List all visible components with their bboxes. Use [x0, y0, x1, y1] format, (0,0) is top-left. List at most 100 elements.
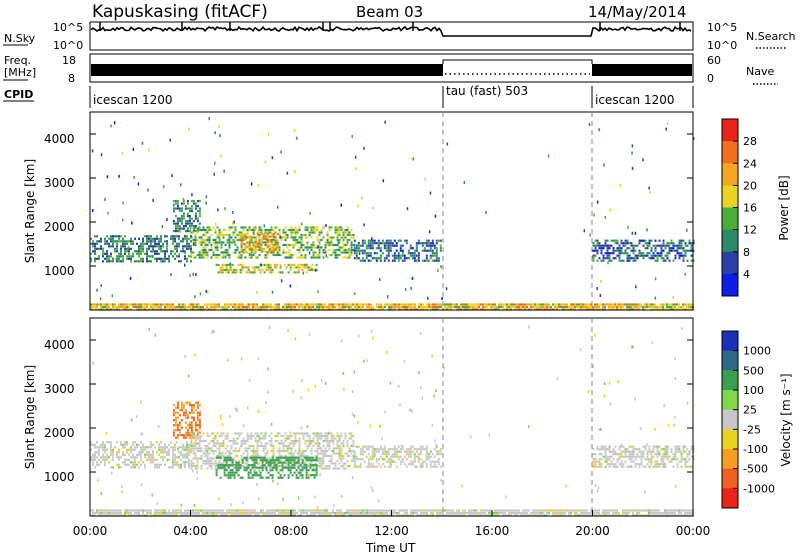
vel-cells-cell-1040	[340, 449, 343, 453]
vel-cells-cell-2192	[358, 509, 360, 512]
power-cells-cell-128	[130, 260, 132, 263]
power-cells-cell-2123	[432, 305, 434, 309]
vel-cells-cell-1492	[411, 445, 414, 448]
vel-cells-cell-83	[120, 443, 122, 446]
power-cells-cell-1274	[385, 254, 388, 257]
power-cells-cell-1288	[389, 249, 392, 252]
power-cells-cell-1321	[403, 254, 406, 257]
power-cells-cell-1806	[194, 303, 196, 306]
vel-cells-cell-2269	[414, 509, 416, 512]
power-cells-cell-1398	[435, 252, 438, 255]
power-cells-cell-2163	[462, 305, 464, 309]
vel-cells-cell-1474	[403, 463, 406, 466]
power-cells-cell-1271	[385, 244, 388, 247]
vel-cells-cell-1893	[136, 511, 138, 515]
vel-cells-cell-1464	[399, 450, 402, 453]
power-cells-speck-198	[233, 220, 235, 224]
power-cells-cell-1533	[640, 239, 643, 242]
power-cells-cell-1133	[254, 243, 257, 246]
vel-cells-cell-1778	[672, 455, 675, 458]
vel-cells-cell-25	[98, 448, 100, 451]
frequency-panel-frame	[89, 53, 694, 83]
vel-cells-cell-169	[150, 443, 152, 446]
vel-cells-cell-1110	[225, 461, 228, 464]
vel-cells-cell-1325	[307, 469, 310, 472]
power-cells-cell-904	[330, 253, 333, 257]
vel-cells-cell-481	[206, 434, 209, 438]
power-cells-cell-308	[190, 255, 192, 258]
vel-cells-cell-1155	[243, 456, 246, 459]
power-cells-cell-1116	[244, 250, 247, 253]
power-cells-cell-474	[206, 238, 209, 242]
vel-cells-cell-1638	[620, 450, 623, 453]
power-cells-cell-2085	[404, 305, 406, 309]
power-cells-cell-2435	[660, 305, 662, 309]
power-cells-cell-2424	[652, 303, 654, 306]
power-cells-cell-965	[346, 248, 349, 252]
vel-cells-cell-1664	[630, 445, 633, 448]
vel-cells-cell-1338	[313, 464, 316, 467]
power-cells-cell-942	[342, 233, 345, 237]
vel-cells-cell-378	[192, 406, 195, 409]
vel-cells-cell-1031	[338, 452, 341, 455]
power-cells-cell-87	[118, 260, 120, 263]
power-cells-cell-593	[240, 253, 243, 257]
vel-cells-cell-178	[152, 456, 154, 459]
power-cells-cell-1197	[357, 242, 360, 245]
power-cells-cell-5	[92, 240, 94, 243]
power-cells-cell-1189	[353, 252, 356, 255]
power-cells-cell-241	[166, 247, 168, 250]
power-cells-cell-2217	[500, 305, 502, 309]
power-cells-cell-2321	[576, 305, 578, 309]
vel-cells-cell-906	[312, 439, 315, 443]
vel-cells-cell-1839	[98, 509, 100, 512]
power-cells-cell-2219	[502, 305, 504, 309]
power-cells-cell-1517	[632, 252, 635, 255]
vel-cells-cell-2245	[394, 509, 396, 512]
vel-cells-cell-649	[246, 462, 249, 465]
vel-cells-cell-112	[130, 461, 132, 464]
vel-cells-cell-1956	[184, 511, 186, 515]
vel-cells-cell-2196	[360, 511, 362, 515]
power-cells-cell-1163	[268, 240, 271, 243]
vel-cells-cell-1360	[357, 445, 360, 448]
vel-cells-cell-1554	[437, 450, 440, 453]
power-cells-cell-2398	[632, 303, 634, 306]
vel-cells-cell-1556	[437, 458, 440, 461]
vel-cells-cell-1697	[642, 445, 645, 448]
vel-cells-cell-2154	[328, 511, 330, 515]
power-cells-cell-1843	[224, 303, 226, 306]
vel-cells-cell-367	[190, 409, 193, 412]
vel-cells-cell-2176	[346, 511, 348, 515]
vel-cells-cell-1786	[674, 458, 677, 461]
power-cells-cell-815	[304, 228, 307, 232]
power-cells-cell-1850	[228, 305, 230, 309]
power-cells-cell-1710	[124, 303, 126, 306]
vel-cells-cell-1407	[375, 460, 378, 463]
power-cells-speck-124	[363, 223, 365, 227]
power-cells-cell-1420	[596, 239, 599, 242]
power-cells-cell-2307	[566, 305, 568, 309]
vel-cells-cell-1555	[437, 453, 440, 456]
vel-cells-cell-2084	[276, 509, 278, 512]
power-cells-cell-946	[342, 243, 345, 247]
vel-cells-cell-2020	[230, 509, 232, 512]
vel-cells-cell-1268	[287, 461, 290, 464]
power-cells-cell-862	[318, 231, 321, 234]
power-cells-cell-1366	[425, 244, 428, 247]
power-cells-cell-118	[128, 250, 130, 253]
power-cells-cell-499	[214, 241, 217, 244]
vel-cells-cell-288	[190, 443, 192, 446]
vel-cells-cell-2138	[316, 511, 318, 515]
power-cells-cell-1656	[690, 249, 693, 252]
vel-cells-cell-80	[118, 463, 120, 466]
power-cells-cell-1127	[252, 233, 255, 236]
power-cells-cell-1079	[297, 263, 300, 266]
vel-cells-cell-1959	[186, 511, 188, 515]
power-cells-cell-888	[326, 238, 329, 242]
power-cells-cell-1873	[246, 305, 248, 309]
vel-cells-cell-211	[164, 456, 166, 459]
power-cells-cell-1110	[242, 250, 245, 253]
vel-cells-cell-1535	[427, 458, 430, 461]
vel-cells-cell-1053	[342, 467, 345, 470]
